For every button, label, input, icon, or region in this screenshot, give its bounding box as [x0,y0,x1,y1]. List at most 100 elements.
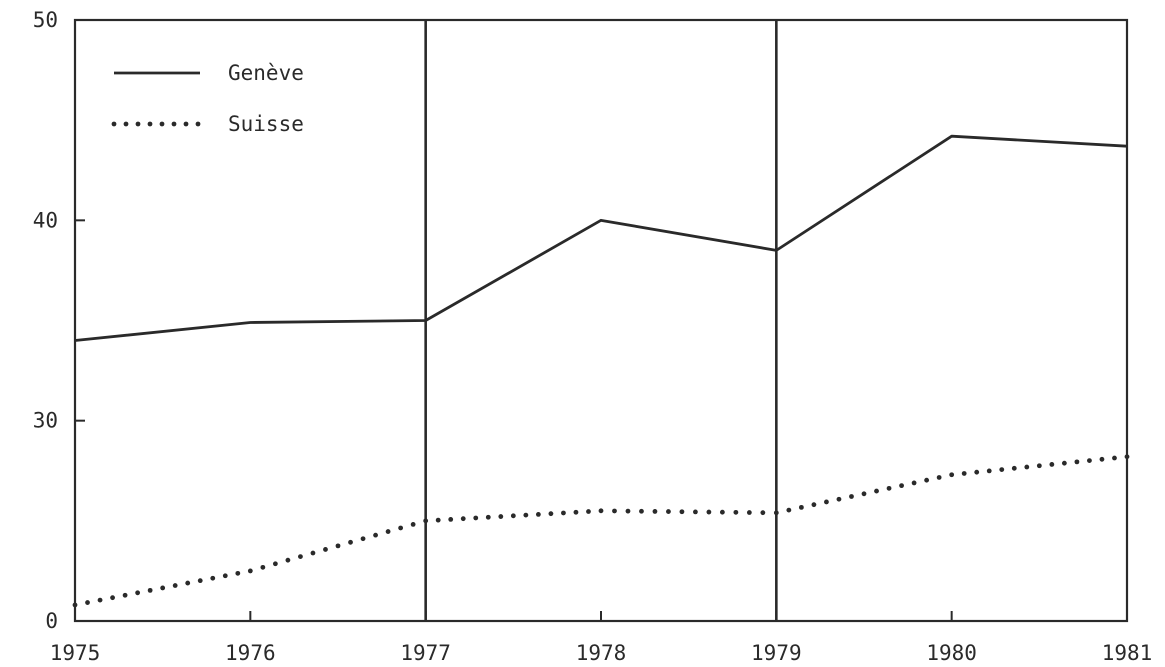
series-dot-suisse [548,511,554,517]
series-dot-suisse [899,483,904,489]
series-dot-suisse [1011,465,1017,471]
series-dot-suisse [746,510,752,515]
legend-swatch-suisse [111,121,201,127]
series-dot-suisse [798,504,804,510]
legend-dot [195,121,201,127]
series-dot-suisse [485,514,491,520]
series-dot-suisse [773,510,779,516]
series-dot-suisse [272,561,278,567]
series-dot-suisse [385,529,391,534]
series-dot-suisse [849,494,854,499]
series-dot-suisse [786,507,792,513]
series-dot-suisse [285,557,291,563]
legend-dot [171,121,177,127]
series-dot-suisse [260,564,266,570]
series-dot-suisse [1099,456,1105,462]
series-dot-suisse [435,517,441,523]
series-dot-suisse [235,570,241,576]
series-dot-suisse [97,597,103,603]
legend: Genève Suisse [111,61,304,136]
series-dot-suisse [573,509,579,515]
series-dot-suisse [72,602,78,608]
series-dot-suisse [811,502,817,508]
series-dot-suisse [423,518,429,524]
series-layer [72,134,1130,608]
series-dot-suisse [999,467,1005,473]
legend-dot [123,121,129,127]
series-dot-suisse [498,514,504,519]
series-dot-suisse [122,592,128,598]
series-dot-suisse [986,468,992,474]
legend-dot [147,121,153,127]
series-dot-suisse [874,488,879,494]
x-tick-label: 1976 [225,641,276,665]
series-dot-suisse [760,510,766,516]
series-dot-suisse [110,595,115,601]
series-dot-suisse [323,547,328,552]
legend-label-suisse: Suisse [228,112,304,136]
series-dot-suisse [135,590,141,596]
series-dot-suisse [310,550,316,556]
plot-frame [73,18,1129,623]
x-tick-label: 1977 [400,641,451,665]
series-dot-suisse [936,475,942,480]
y-tick-label: 0 [45,609,58,633]
series-dot-suisse [185,580,191,586]
legend-label-geneve: Genève [228,61,304,85]
series-dot-suisse [373,532,378,538]
series-dot-suisse [886,485,892,491]
series-line-geneve [74,134,1128,342]
series-dot-suisse [586,509,591,514]
series-dot-suisse [652,509,658,514]
x-axis: 1975 1976 1977 1978 1979 1980 1981 [50,611,1153,665]
series-dot-suisse [836,496,842,502]
series-dot-suisse [160,585,166,591]
series-dot-suisse [911,480,917,486]
series-dot-suisse [1049,462,1055,467]
series-dot-suisse [639,508,644,514]
series-dot-suisse [147,587,153,593]
x-tick-label: 1978 [576,641,627,665]
series-dot-suisse [612,508,617,514]
series-dot-suisse [210,575,216,581]
series-dot-suisse [348,539,353,545]
series-dot-suisse [1074,459,1080,465]
series-dot-suisse [861,491,867,497]
series-dot-suisse [85,600,90,605]
series-dot-suisse [561,510,566,516]
y-tick-label: 30 [33,409,58,433]
y-axis: 50 40 30 0 [33,8,85,633]
x-tick-label: 1979 [751,641,802,665]
series-dot-suisse [1061,460,1067,466]
series-dot-suisse [1124,454,1130,460]
series-dot-suisse [1087,458,1092,463]
x-tick-label: 1975 [50,641,101,665]
series-dot-suisse [523,512,529,518]
series-dot-suisse [247,568,253,574]
series-dot-suisse [222,573,228,579]
series-dot-suisse [693,509,698,515]
legend-dot [111,121,117,127]
series-dot-suisse [974,469,980,475]
y-tick-label: 50 [33,8,58,32]
series-dot-suisse [706,509,712,515]
series-dot-suisse [1112,455,1117,461]
x-tick-label: 1981 [1102,641,1153,665]
legend-dot [135,121,141,127]
y-tick-label: 40 [33,208,58,232]
series-dot-suisse [625,508,631,514]
series-dot-suisse [1036,463,1042,469]
series-dot-suisse [679,509,685,515]
series-dot-suisse [197,578,203,584]
legend-dot [159,121,165,127]
series-dot-suisse [666,509,671,514]
series-dot-suisse [598,508,604,514]
series-dot-suisse [298,554,303,560]
series-dot-suisse [448,517,454,522]
series-dot-suisse [410,522,416,527]
series-dot-suisse [473,515,479,521]
series-dot-suisse [535,511,541,517]
reference-lines [424,20,778,621]
series-dot-suisse [949,472,955,478]
